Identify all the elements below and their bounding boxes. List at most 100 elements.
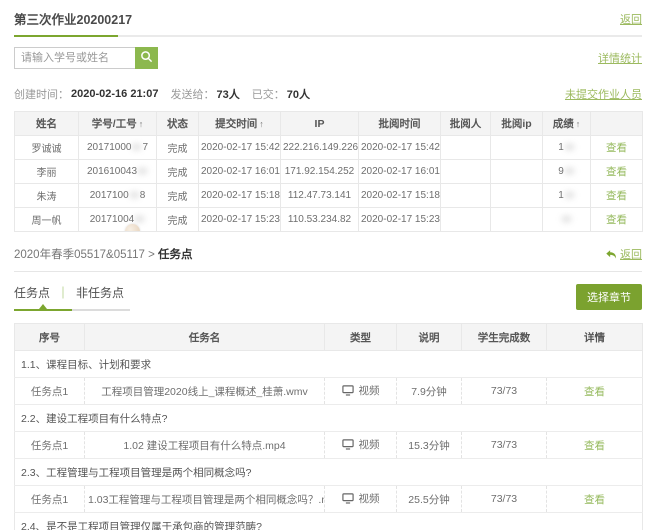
back-link-tasks[interactable]: 返回 [605, 246, 642, 262]
tab-non-task-points[interactable]: 非任务点 [76, 286, 125, 300]
status: 完成 [156, 207, 199, 232]
view-link[interactable]: 查看 [584, 385, 605, 398]
task-row: 任务点1 1.02 建设工程项目有什么特点.mp4 视频 15.3分钟 73/7… [14, 431, 643, 459]
table-row: 朱涛 2017100 8 完成 2020-02-17 15:18 112.47.7… [14, 183, 643, 208]
section-row: 2.2、建设工程项目有什么特点? [14, 404, 643, 432]
col-ip: IP [280, 111, 359, 136]
section-row: 2.3、工程管理与工程项目管理是两个相同概念吗? [14, 458, 643, 486]
review-ip [490, 183, 543, 208]
unsubmitted-link[interactable]: 未提交作业人员 [565, 89, 642, 101]
task-name: 1.02 建设工程项目有什么特点.mp4 [84, 431, 325, 459]
task-name: 1.03工程管理与工程项目管理是两个相同概念吗？.mp4 [84, 485, 325, 513]
breadcrumb-course[interactable]: 2020年春季05517&05117 [14, 249, 145, 261]
view-link[interactable]: 查看 [606, 214, 627, 226]
ip: 112.47.73.141 [280, 183, 359, 208]
censor-blur [561, 215, 572, 224]
breadcrumb-current: 任务点 [157, 249, 193, 261]
review-time: 2020-02-17 15:23 [358, 207, 441, 232]
student-id: 20171004 [78, 207, 157, 232]
review-time: 2020-02-17 15:18 [358, 183, 441, 208]
view-link[interactable]: 查看 [606, 166, 627, 178]
submissions-table: 姓名 学号/工号 ↑ 状态 提交时间 ↑ IP 批阅时间 批阅人 批阅ip 成绩 ↑ … [14, 111, 643, 232]
section-row: 2.4、是不是工程项目管理仅属于承包商的管理范畴? [14, 512, 643, 530]
col-view [590, 111, 643, 136]
reviewer [440, 207, 491, 232]
student-name: 周一帆 [14, 207, 79, 232]
col-task-name: 任务名 [84, 323, 325, 351]
chapter-title: 2.4、是不是工程项目管理仅属于承包商的管理范畴? [14, 512, 643, 530]
sort-icon: ↑ [575, 119, 581, 129]
status: 完成 [156, 183, 199, 208]
task-type: 视频 [324, 431, 397, 459]
chapter-title: 2.2、建设工程项目有什么特点? [14, 404, 643, 432]
review-ip [490, 135, 543, 160]
created-label: 创建时间： [14, 89, 69, 101]
sent-label: 发送给： [170, 89, 215, 101]
task-done: 73/73 [461, 377, 547, 405]
student-name: 李丽 [14, 159, 79, 184]
search-box [14, 47, 158, 69]
task-duration: 7.9分钟 [396, 377, 462, 405]
task-duration: 25.5分钟 [396, 485, 462, 513]
task-no: 任务点1 [14, 377, 85, 405]
tab-active-indicator [14, 309, 130, 311]
submit-time: 2020-02-17 16:01 [198, 159, 281, 184]
censor-blur [131, 143, 143, 152]
submit-time: 2020-02-17 15:23 [198, 207, 281, 232]
task-type: 视频 [324, 485, 397, 513]
homework-section: 第三次作业20200217 返回 详情统计 创建时间： 2020-02-16 2… [14, 0, 643, 232]
score: 9 [542, 159, 591, 184]
return-arrow-icon [605, 249, 617, 260]
search-input[interactable] [14, 47, 135, 69]
submitted-label: 已交： [251, 89, 285, 101]
search-button[interactable] [135, 47, 158, 69]
task-duration: 15.3分钟 [396, 431, 462, 459]
view-link[interactable]: 查看 [606, 190, 627, 202]
tab-task-points[interactable]: 任务点 [14, 286, 51, 300]
submit-time: 2020-02-17 15:18 [198, 183, 281, 208]
tab-divider: ｜ [57, 286, 70, 300]
col-detail: 详情 [546, 323, 643, 351]
censor-blur [563, 143, 575, 152]
col-submit-time[interactable]: 提交时间 ↑ [198, 111, 281, 136]
censor-blur [134, 215, 146, 224]
created-value: 2020-02-16 21:07 [71, 88, 159, 100]
tab-bar: 任务点 ｜ 非任务点 [14, 284, 130, 311]
score [542, 207, 591, 232]
col-type: 类型 [324, 323, 397, 351]
tasks-section: 2020年春季05517&05117 > 任务点 返回 任务点 ｜ 非任务点 选择章… [14, 246, 643, 530]
review-ip [490, 207, 543, 232]
status: 完成 [156, 135, 199, 160]
video-icon [341, 493, 354, 504]
review-time: 2020-02-17 15:42 [358, 135, 441, 160]
breadcrumb: 2020年春季05517&05117 > 任务点 [14, 246, 192, 262]
search-icon [140, 50, 153, 66]
task-no: 任务点1 [14, 485, 85, 513]
view-link[interactable]: 查看 [584, 439, 605, 452]
view-link[interactable]: 查看 [606, 142, 627, 154]
student-id: 2017100 8 [78, 183, 157, 208]
ip: 171.92.154.252 [280, 159, 359, 184]
censor-blur [137, 167, 149, 176]
detail-stats-link[interactable]: 详情统计 [598, 53, 642, 65]
table-row: 罗诚诚 20171000 7 完成 2020-02-17 15:42 222.21… [14, 135, 643, 160]
sort-icon: ↑ [259, 119, 264, 129]
section-row: 1.1、课程目标、计划和要求 [14, 350, 643, 378]
sent-value: 73人 [216, 89, 240, 101]
chapter-title: 2.3、工程管理与工程项目管理是两个相同概念吗? [14, 458, 643, 486]
back-link[interactable]: 返回 [620, 13, 642, 26]
breadcrumb-separator: > [148, 249, 155, 261]
select-chapter-button[interactable]: 选择章节 [576, 284, 642, 310]
task-done: 73/73 [461, 485, 547, 513]
col-score[interactable]: 成绩 ↑ [542, 111, 591, 136]
video-icon [341, 439, 354, 450]
view-link[interactable]: 查看 [584, 493, 605, 506]
col-desc: 说明 [396, 323, 462, 351]
col-review-time: 批阅时间 [358, 111, 441, 136]
student-id: 20171000 7 [78, 135, 157, 160]
table-row: 周一帆 20171004 完成 2020-02-17 15:23 110.53.… [14, 207, 643, 232]
col-student-id[interactable]: 学号/工号 ↑ [78, 111, 157, 136]
video-icon [341, 385, 354, 396]
reviewer [440, 135, 491, 160]
